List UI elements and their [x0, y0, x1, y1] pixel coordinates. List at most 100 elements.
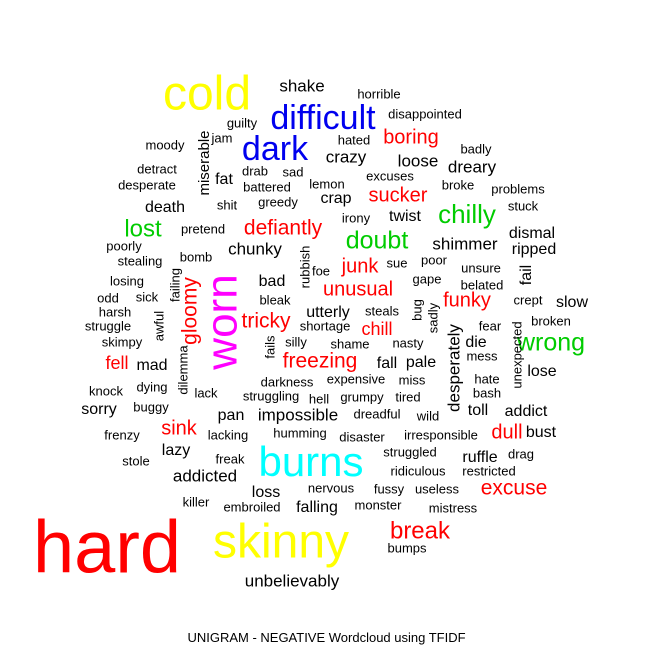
word-dull: dull — [491, 421, 522, 443]
word-battered: battered — [243, 179, 291, 194]
word-wild: wild — [416, 408, 439, 423]
word-tricky: tricky — [242, 310, 291, 333]
word-dreadful: dreadful — [354, 406, 401, 421]
word-miserable: miserable — [196, 130, 213, 195]
word-irresponsible: irresponsible — [404, 427, 478, 442]
word-steals: steals — [365, 303, 399, 318]
word-grumpy: grumpy — [340, 389, 384, 404]
word-desperate: desperate — [118, 177, 176, 192]
word-unusual: unusual — [323, 278, 393, 300]
word-twist: twist — [389, 208, 422, 225]
word-poorly: poorly — [106, 238, 142, 253]
word-mad: mad — [136, 357, 167, 374]
word-struggle: struggle — [85, 318, 131, 333]
word-problems: problems — [491, 181, 545, 196]
word-bad: bad — [259, 273, 286, 290]
word-gloomy: gloomy — [179, 277, 202, 345]
word-sink: sink — [161, 417, 198, 439]
word-ridiculous: ridiculous — [391, 463, 446, 478]
word-chunky: chunky — [228, 239, 282, 258]
word-fall: fall — [377, 355, 397, 372]
word-crap: crap — [320, 190, 351, 207]
word-doubt: doubt — [346, 227, 409, 255]
word-excuse: excuse — [481, 477, 548, 500]
word-junk: junk — [341, 255, 380, 277]
word-stole: stole — [122, 453, 149, 468]
word-bash: bash — [473, 385, 501, 400]
word-addict: addict — [505, 403, 548, 420]
word-disappointed: disappointed — [388, 106, 462, 121]
word-disaster: disaster — [339, 429, 385, 444]
word-bust: bust — [526, 424, 557, 441]
word-desperately: desperately — [444, 324, 463, 412]
word-unexpected: unexpected — [509, 321, 524, 388]
word-pale: pale — [406, 354, 436, 371]
word-unbelievably: unbelievably — [245, 571, 340, 590]
word-burns: burns — [258, 438, 363, 485]
word-dismal: dismal — [509, 225, 555, 242]
word-lacking: lacking — [208, 427, 248, 442]
word-sucker: sucker — [369, 184, 428, 206]
word-mistress: mistress — [429, 500, 478, 515]
word-knock: knock — [89, 383, 123, 398]
word-guilty: guilty — [227, 115, 258, 130]
word-gape: gape — [413, 271, 442, 286]
word-falling: falling — [296, 499, 338, 516]
word-drab: drab — [242, 163, 268, 178]
word-bumps: bumps — [387, 540, 427, 555]
word-slow: slow — [556, 294, 588, 311]
word-hated: hated — [338, 132, 371, 147]
word-belated: belated — [461, 277, 504, 292]
word-struggling: struggling — [243, 388, 299, 403]
word-sick: sick — [136, 289, 159, 304]
word-freezing: freezing — [283, 350, 358, 373]
word-toll: toll — [468, 402, 488, 419]
word-sue: sue — [387, 255, 408, 270]
word-cold: cold — [163, 68, 251, 121]
word-dilemma: dilemma — [175, 345, 190, 395]
word-rubbish: rubbish — [297, 246, 312, 289]
word-silly: silly — [285, 334, 307, 349]
word-funky: funky — [443, 289, 491, 311]
word-fat: fat — [215, 171, 233, 188]
word-awful: awful — [151, 311, 166, 341]
word-mess: mess — [466, 348, 498, 363]
word-defiantly: defiantly — [244, 217, 323, 240]
word-addicted: addicted — [173, 466, 237, 485]
word-chill: chill — [361, 319, 392, 339]
word-lose: lose — [527, 363, 556, 380]
word-shortage: shortage — [300, 318, 351, 333]
word-sad: sad — [283, 164, 304, 179]
word-pretend: pretend — [181, 221, 225, 236]
word-jam: jam — [211, 130, 233, 145]
word-hate: hate — [474, 371, 499, 386]
word-difficult: difficult — [270, 99, 376, 137]
word-skimpy: skimpy — [102, 334, 143, 349]
word-hard: hard — [33, 506, 181, 589]
word-unsure: unsure — [461, 260, 501, 275]
word-moody: moody — [145, 137, 185, 152]
word-sadly: sadly — [425, 302, 440, 333]
word-bleak: bleak — [259, 292, 291, 307]
word-buggy: buggy — [133, 399, 169, 414]
word-worn: worn — [198, 274, 247, 370]
word-bug: bug — [409, 299, 424, 321]
word-dying: dying — [136, 379, 167, 394]
word-killer: killer — [183, 494, 210, 509]
word-broken: broken — [531, 313, 571, 328]
word-ripped: ripped — [512, 241, 556, 258]
word-stealing: stealing — [118, 253, 163, 268]
word-monster: monster — [355, 497, 403, 512]
word-foe: foe — [312, 263, 330, 278]
word-fear: fear — [479, 318, 502, 333]
word-humming: humming — [273, 425, 326, 440]
word-frenzy: frenzy — [104, 427, 140, 442]
word-miss: miss — [399, 372, 426, 387]
word-dark: dark — [242, 130, 309, 168]
word-broke: broke — [442, 177, 475, 192]
word-stuck: stuck — [508, 198, 539, 213]
word-loss: loss — [252, 484, 280, 501]
word-restricted: restricted — [462, 463, 515, 478]
word-failing: failing — [167, 268, 182, 302]
